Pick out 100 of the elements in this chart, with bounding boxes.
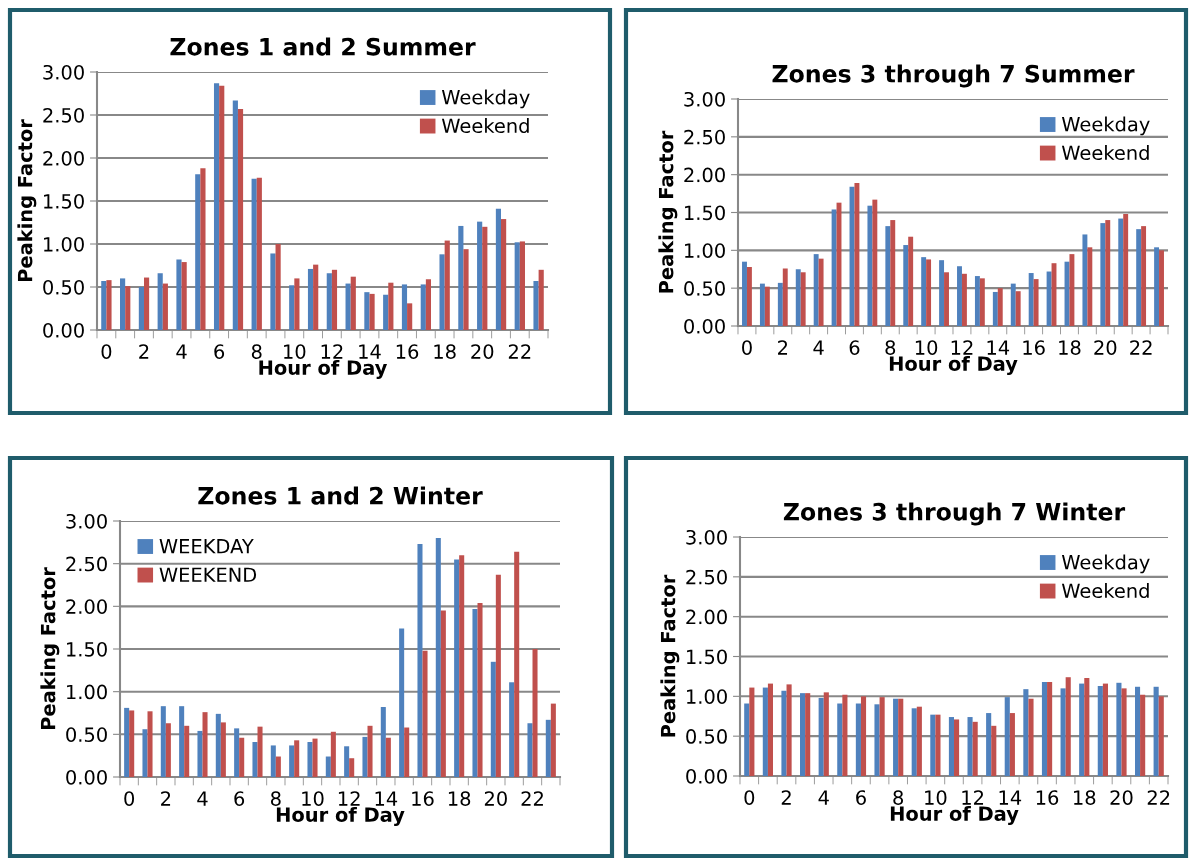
bar (782, 268, 788, 326)
bar (1084, 678, 1090, 776)
bar (991, 725, 997, 776)
bar (1121, 688, 1127, 776)
x-tick-label: 6 (234, 791, 245, 806)
x-tick-label: 20 (484, 791, 507, 806)
bar (944, 272, 949, 326)
bar (349, 758, 355, 777)
bar (239, 737, 245, 777)
bar (1100, 223, 1106, 326)
x-tick-label: 2 (161, 791, 171, 806)
bar (125, 286, 131, 330)
y-tick-label: 2.00 (66, 599, 107, 614)
legend-label: Weekend (1061, 145, 1149, 161)
x-tick-label: 12 (321, 344, 343, 359)
y-tick-label: 1.00 (44, 236, 84, 252)
bar (404, 727, 410, 777)
bar (527, 723, 533, 777)
bar (967, 717, 973, 776)
x-tick-label: 18 (1074, 790, 1096, 805)
bar (767, 683, 774, 776)
bar (147, 711, 153, 777)
x-tick-label: 20 (471, 344, 494, 359)
bar (234, 728, 240, 777)
x-tick-label: 0 (742, 340, 752, 355)
x-tick-label: 10 (915, 340, 938, 355)
bar (495, 574, 501, 777)
y-tick-label: 0.50 (686, 729, 727, 744)
bar (842, 694, 848, 776)
bar (893, 698, 899, 776)
bar (1134, 686, 1141, 776)
y-tick-label: 2.00 (686, 609, 727, 625)
bar (514, 242, 520, 330)
bar (181, 262, 187, 330)
bar (459, 555, 465, 777)
bar (1046, 271, 1052, 326)
x-tick-label: 10 (302, 791, 324, 806)
bar (514, 551, 520, 777)
legend-label: Weekday (1061, 554, 1150, 574)
bar (399, 628, 405, 777)
bar (948, 717, 954, 776)
bar (1153, 686, 1159, 776)
bar (143, 277, 150, 330)
x-tick-label: 18 (434, 344, 456, 359)
bar (142, 729, 148, 777)
bar (1159, 250, 1164, 326)
y-tick-label: 2.50 (43, 107, 84, 123)
bar (1097, 685, 1103, 776)
x-tick-label: 20 (1094, 340, 1117, 355)
x-tick-label: 8 (270, 791, 281, 806)
x-tick-label: 12 (951, 340, 973, 355)
bar (444, 240, 450, 330)
legend-label: Weekend (1061, 583, 1149, 599)
bar (289, 285, 295, 330)
x-tick-label: 16 (396, 344, 419, 359)
bar (312, 738, 318, 777)
bar (477, 602, 483, 777)
bar (908, 236, 914, 326)
bar (202, 712, 208, 777)
bar (1082, 234, 1088, 326)
x-tick-label: 6 (214, 344, 225, 359)
bar (157, 273, 163, 330)
bar (420, 284, 426, 330)
bar (1158, 696, 1164, 776)
bar (184, 725, 190, 777)
bar (777, 282, 783, 326)
x-tick-label: 4 (818, 790, 829, 805)
x-tick-label: 8 (893, 790, 904, 805)
bar (490, 661, 496, 777)
bar (1118, 218, 1124, 326)
bar (326, 273, 332, 330)
bar (313, 264, 319, 330)
bar (921, 257, 927, 326)
bar (482, 226, 488, 330)
bar (344, 746, 350, 777)
bar (538, 269, 544, 330)
bar (997, 288, 1003, 326)
bar (417, 544, 423, 777)
y-tick-label: 3.00 (684, 91, 725, 107)
legend-label: WEEKDAY (159, 539, 254, 554)
bar (986, 713, 992, 776)
bar (195, 174, 201, 330)
bar (1123, 214, 1129, 326)
chart-title: Zones 1 and 2 Winter (198, 486, 483, 505)
x-tick-label: 14 (375, 791, 398, 806)
bar (422, 650, 428, 777)
bar (879, 697, 885, 776)
bar (786, 684, 792, 776)
bar (472, 608, 478, 777)
x-tick-label: 10 (925, 790, 947, 805)
y-tick-label: 1.50 (685, 205, 725, 221)
bar (1033, 279, 1039, 326)
y-tick-label: 2.50 (684, 129, 725, 145)
y-tick-label: 0.50 (66, 727, 107, 742)
bar (1047, 681, 1053, 776)
bar (362, 736, 368, 777)
bar (749, 687, 755, 776)
x-tick-label: 18 (1059, 340, 1081, 355)
y-tick-label: 1.00 (687, 689, 727, 704)
bar (746, 266, 752, 326)
